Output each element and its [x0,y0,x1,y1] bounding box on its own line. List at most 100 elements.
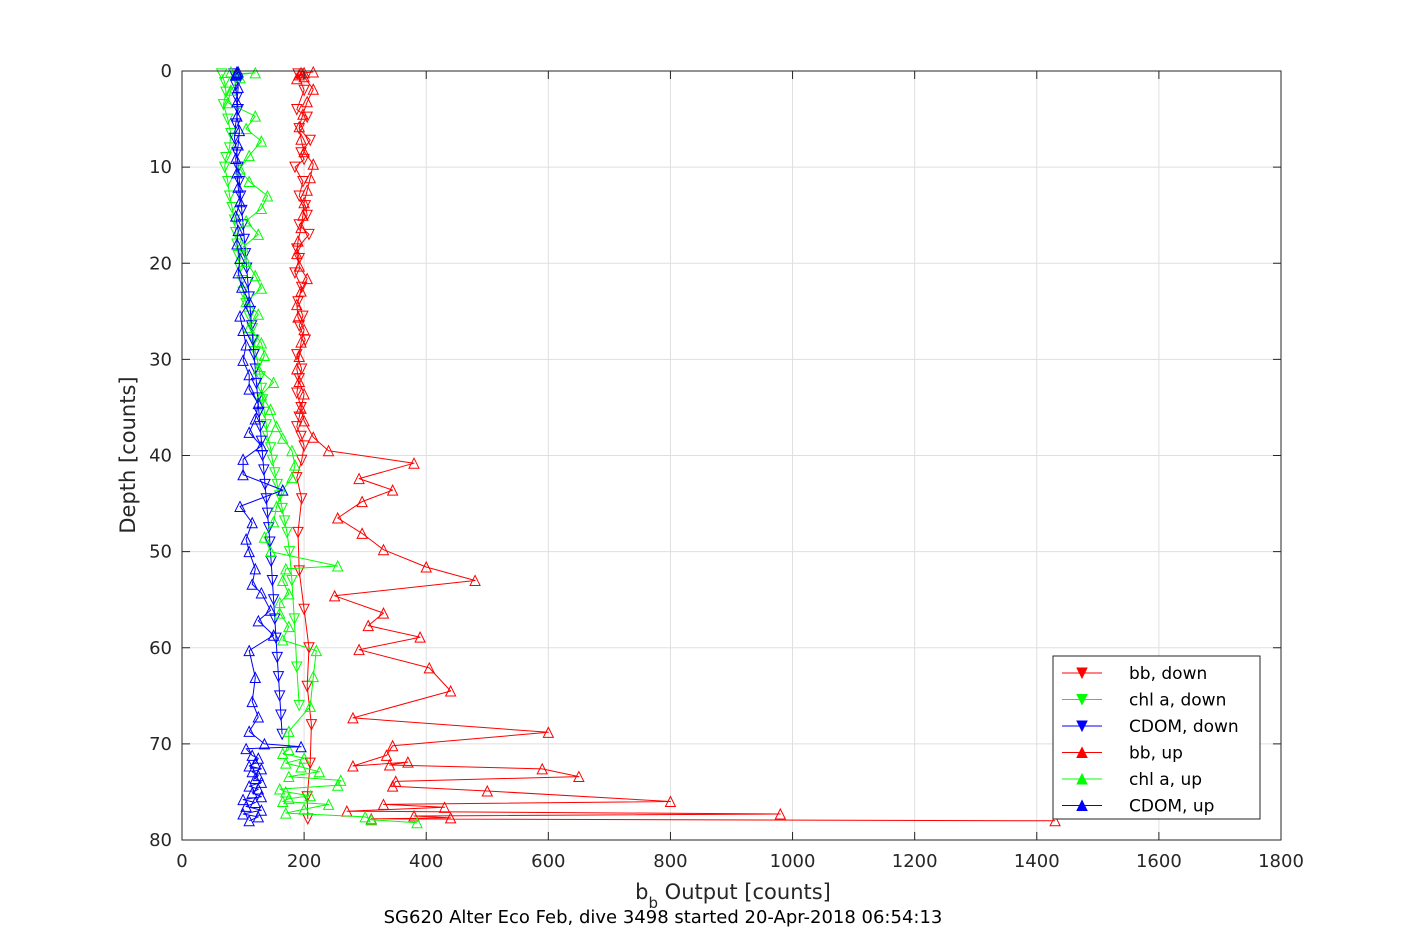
data-point [255,202,268,214]
data-point [286,471,298,484]
data-point [234,252,246,264]
data-point [293,350,306,362]
data-point [290,421,303,433]
data-point [298,603,310,616]
data-point [239,248,252,260]
legend-marker [1076,667,1088,680]
data-point [240,533,252,545]
data-point [281,526,293,539]
legend-marker [1076,746,1088,758]
data-point [293,260,306,272]
data-point [420,560,433,573]
data-point [225,65,237,78]
data-point [469,574,481,586]
data-point [359,810,371,823]
data-point [234,195,246,208]
data-point [298,196,310,209]
data-point [252,782,265,795]
data-point [298,323,310,336]
data-point [298,440,310,453]
data-point [267,515,280,528]
data-point [232,224,244,237]
data-point [307,65,320,78]
data-point [258,349,271,362]
data-point [267,629,280,641]
data-point [301,184,313,196]
data-point [273,596,286,609]
legend-entry: CDOM, up [1062,797,1214,817]
data-point [283,770,295,783]
data-point [276,633,289,646]
legend-entry: bb, down [1062,664,1207,684]
data-point [229,210,242,222]
data-point [238,233,251,246]
data-point [249,796,262,809]
data-point [380,749,393,761]
data-point [293,190,306,203]
data-point [229,152,242,164]
data-point [255,586,268,599]
data-point [295,493,308,505]
data-point [383,758,396,771]
data-point [356,495,368,508]
data-point [283,620,295,633]
data-point [237,219,249,231]
data-point [255,336,268,349]
data-point [258,531,271,543]
data-point [411,816,423,829]
data-point [283,792,295,805]
data-point [233,124,246,137]
legend-box [1052,655,1261,820]
data-point [481,784,494,797]
data-point [301,680,313,693]
y-tick-label: 80 [149,830,172,851]
data-point [243,426,255,438]
x-tick-label: 1600 [1136,851,1182,872]
data-point [243,295,255,308]
x-tick-label: 400 [409,851,443,872]
y-axis-tick-labels: 0 10 20 30 40 50 60 70 80 [149,61,172,851]
data-point [774,807,787,820]
data-point [292,526,304,539]
data-point [297,209,309,221]
data-point [252,710,265,723]
data-point [286,574,298,587]
data-point [289,458,301,471]
data-point [231,65,243,78]
series-1 [215,68,306,712]
legend-marker [1076,720,1088,733]
data-point [273,607,286,619]
data-point [298,153,310,166]
data-point [293,375,306,387]
x-axis-label-subscript: b [648,894,658,912]
data-point [353,643,365,656]
data-point [250,377,263,390]
data-point [286,444,298,457]
data-point [290,247,303,260]
data-point [221,176,234,188]
data-point [237,354,249,366]
data-point [386,483,399,496]
data-point [290,72,303,85]
data-point [249,671,262,684]
data-point [298,70,310,83]
data-point [240,214,252,227]
data-point [232,266,244,279]
data-point [295,430,307,443]
data-point [252,362,265,375]
chart-caption: SG620 Alter Eco Feb, dive 3498 started 2… [384,907,943,928]
data-point [313,765,326,778]
x-tick-label: 200 [287,851,321,872]
data-point [289,161,301,174]
data-point [290,661,303,674]
data-point [270,632,282,645]
x-axis-label-rest: Output [counts] [658,880,831,904]
data-point [444,684,457,697]
y-tick-label: 30 [149,349,172,370]
legend-entry: chl a, up [1062,770,1202,790]
data-point [240,338,252,351]
data-point [402,756,414,768]
data-point [304,789,317,802]
data-point [386,739,399,752]
y-tick-label: 10 [149,157,172,178]
